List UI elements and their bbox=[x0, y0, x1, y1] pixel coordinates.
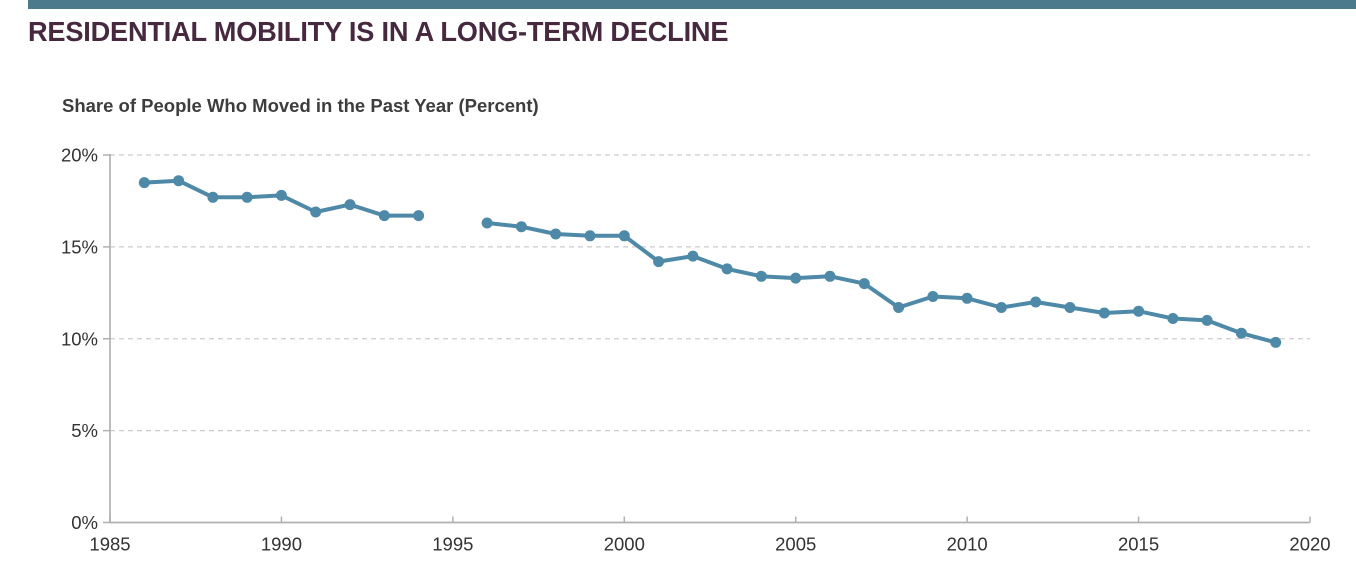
data-point-2008 bbox=[893, 302, 905, 313]
data-point-2017 bbox=[1201, 314, 1213, 326]
data-point-2016 bbox=[1167, 313, 1179, 324]
x-axis-label-2010: 2010 bbox=[947, 534, 988, 555]
data-point-2012 bbox=[1030, 296, 1042, 308]
x-axis-label-2005: 2005 bbox=[775, 534, 816, 555]
data-point-2007 bbox=[858, 278, 870, 290]
data-point-2010 bbox=[961, 292, 973, 304]
y-axis-label-15: 15% bbox=[61, 236, 98, 257]
page-title: RESIDENTIAL MOBILITY IS IN A LONG-TERM D… bbox=[28, 16, 729, 47]
y-axis-label-0: 0% bbox=[71, 512, 98, 533]
data-point-2000 bbox=[618, 230, 630, 242]
x-axis-label-2000: 2000 bbox=[604, 534, 645, 555]
chart-title: Share of People Who Moved in the Past Ye… bbox=[62, 95, 539, 116]
data-point-2003 bbox=[721, 263, 733, 275]
y-axis-label-20: 20% bbox=[61, 145, 98, 166]
y-axis-label-5: 5% bbox=[71, 420, 98, 441]
data-point-1994 bbox=[413, 210, 425, 222]
data-point-1987 bbox=[173, 175, 185, 187]
data-point-2015 bbox=[1133, 305, 1145, 317]
data-point-2004 bbox=[755, 270, 767, 282]
data-point-2018 bbox=[1235, 327, 1247, 339]
data-point-2001 bbox=[653, 256, 665, 268]
data-point-2002 bbox=[687, 250, 699, 262]
x-axis-label-1990: 1990 bbox=[261, 534, 302, 555]
data-point-2011 bbox=[995, 302, 1007, 313]
data-point-1990 bbox=[275, 189, 287, 201]
x-axis-label-2015: 2015 bbox=[1118, 534, 1159, 555]
data-point-1989 bbox=[241, 191, 253, 203]
data-point-2006 bbox=[824, 270, 836, 282]
data-point-1991 bbox=[310, 206, 322, 218]
trend-line-segment-2 bbox=[485, 221, 1278, 345]
y-axis-label-10: 10% bbox=[61, 328, 98, 349]
x-axis-label-1985: 1985 bbox=[89, 534, 130, 555]
data-point-1998 bbox=[550, 228, 562, 240]
data-point-1986 bbox=[138, 177, 150, 189]
data-point-2019 bbox=[1270, 336, 1282, 348]
data-point-2005 bbox=[790, 272, 802, 284]
data-point-1992 bbox=[344, 199, 356, 211]
top-accent-bar bbox=[28, 0, 1356, 9]
data-point-1996 bbox=[481, 217, 493, 229]
x-axis-label-2020: 2020 bbox=[1289, 534, 1330, 555]
data-point-2009 bbox=[927, 291, 939, 302]
data-point-2014 bbox=[1098, 307, 1110, 319]
data-point-2013 bbox=[1064, 302, 1076, 313]
x-axis-label-1995: 1995 bbox=[432, 534, 473, 555]
data-point-1988 bbox=[207, 191, 219, 203]
data-point-1993 bbox=[378, 210, 390, 222]
data-point-1999 bbox=[584, 230, 596, 242]
data-point-1997 bbox=[515, 221, 527, 233]
